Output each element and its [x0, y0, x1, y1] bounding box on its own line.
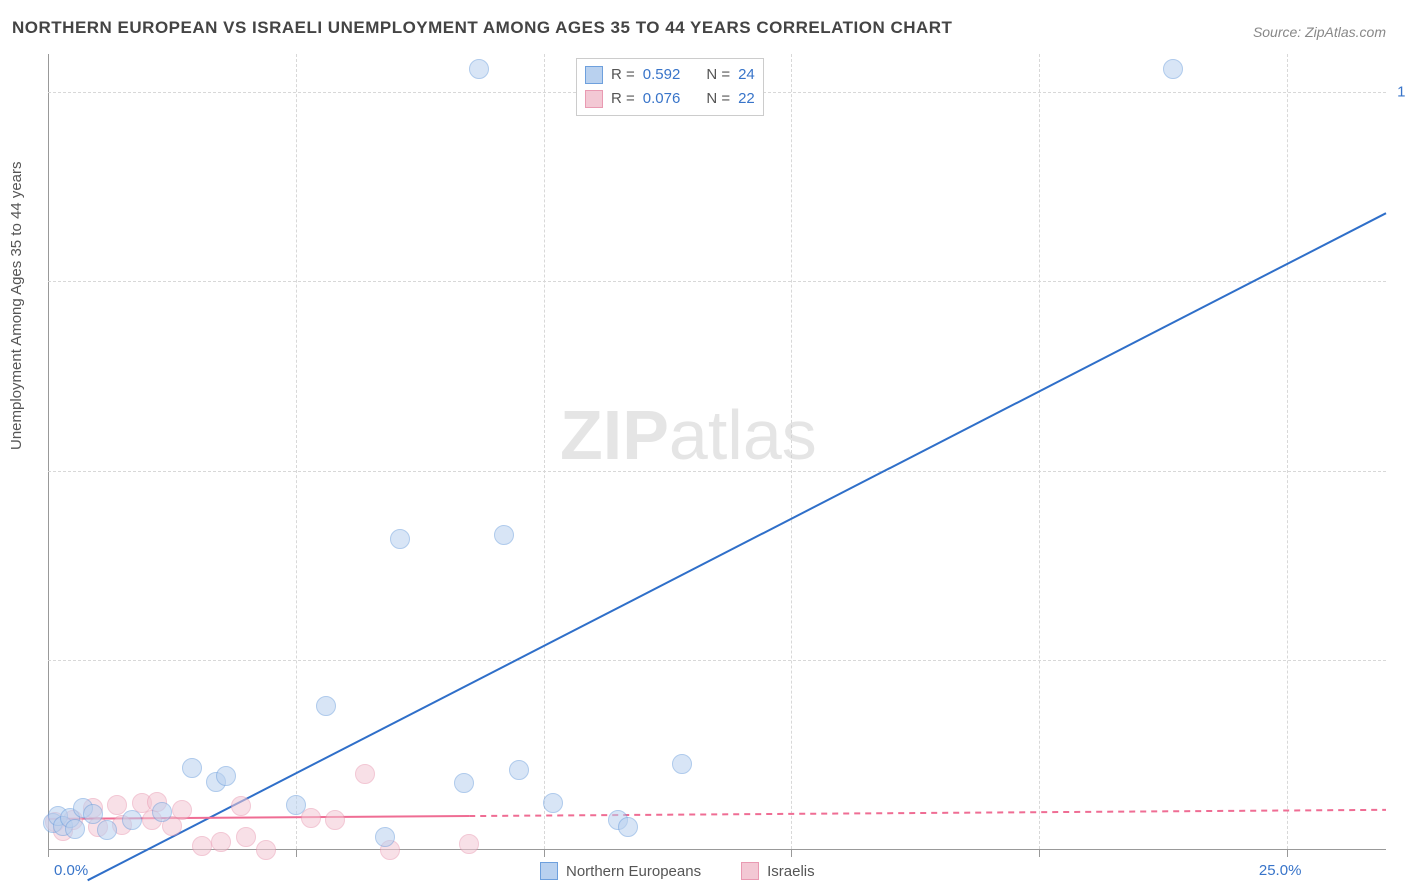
- scatter-point: [1163, 59, 1183, 79]
- scatter-point: [216, 766, 236, 786]
- scatter-point: [152, 802, 172, 822]
- y-axis-label: Unemployment Among Ages 35 to 44 years: [8, 161, 25, 450]
- scatter-point: [672, 754, 692, 774]
- scatter-point: [375, 827, 395, 847]
- x-tick: [791, 849, 792, 857]
- scatter-point: [182, 758, 202, 778]
- scatter-point: [355, 764, 375, 784]
- legend-item: Northern Europeans: [540, 862, 701, 880]
- correlation-legend-row: R = 0.076 N = 22: [585, 87, 755, 111]
- legend-swatch: [741, 862, 759, 880]
- y-tick-label: 100.0%: [1397, 83, 1406, 100]
- scatter-point: [211, 832, 231, 852]
- scatter-point: [65, 819, 85, 839]
- legend-r-label: R =: [611, 63, 635, 87]
- source-credit: Source: ZipAtlas.com: [1253, 24, 1386, 40]
- chart-plot-area: 25.0%50.0%75.0%100.0%0.0%25.0%: [48, 54, 1386, 850]
- scatter-point: [256, 840, 276, 860]
- correlation-legend: R = 0.592 N = 24 R = 0.076 N = 22: [576, 58, 764, 116]
- scatter-point: [83, 804, 103, 824]
- scatter-point: [192, 836, 212, 856]
- scatter-point: [97, 820, 117, 840]
- series-legend: Northern Europeans Israelis: [540, 862, 815, 880]
- scatter-point: [122, 810, 142, 830]
- scatter-point: [316, 696, 336, 716]
- legend-n-value: 22: [738, 87, 755, 111]
- x-tick: [296, 849, 297, 857]
- legend-swatch: [585, 90, 603, 108]
- scatter-point: [509, 760, 529, 780]
- scatter-point: [231, 796, 251, 816]
- legend-r-label: R =: [611, 87, 635, 111]
- legend-r-value: 0.076: [643, 87, 681, 111]
- scatter-point: [494, 525, 514, 545]
- scatter-point: [469, 59, 489, 79]
- legend-swatch: [585, 66, 603, 84]
- x-tick: [544, 849, 545, 857]
- scatter-point: [236, 827, 256, 847]
- legend-item: Israelis: [741, 862, 815, 880]
- scatter-point: [286, 795, 306, 815]
- x-tick: [1287, 849, 1288, 857]
- legend-label: Northern Europeans: [566, 863, 701, 880]
- x-tick: [1039, 849, 1040, 857]
- scatter-point: [325, 810, 345, 830]
- x-tick-label: 0.0%: [54, 862, 88, 879]
- legend-label: Israelis: [767, 863, 815, 880]
- trend-lines: [48, 54, 1386, 850]
- scatter-point: [301, 808, 321, 828]
- correlation-legend-row: R = 0.592 N = 24: [585, 63, 755, 87]
- x-tick-label: 25.0%: [1259, 862, 1302, 879]
- scatter-point: [459, 834, 479, 854]
- scatter-point: [390, 529, 410, 549]
- scatter-point: [543, 793, 563, 813]
- scatter-point: [172, 800, 192, 820]
- chart-title: NORTHERN EUROPEAN VS ISRAELI UNEMPLOYMEN…: [12, 18, 952, 38]
- legend-r-value: 0.592: [643, 63, 681, 87]
- legend-n-label: N =: [706, 87, 730, 111]
- scatter-point: [618, 817, 638, 837]
- legend-n-label: N =: [706, 63, 730, 87]
- legend-swatch: [540, 862, 558, 880]
- scatter-point: [454, 773, 474, 793]
- x-tick: [48, 849, 49, 857]
- legend-n-value: 24: [738, 63, 755, 87]
